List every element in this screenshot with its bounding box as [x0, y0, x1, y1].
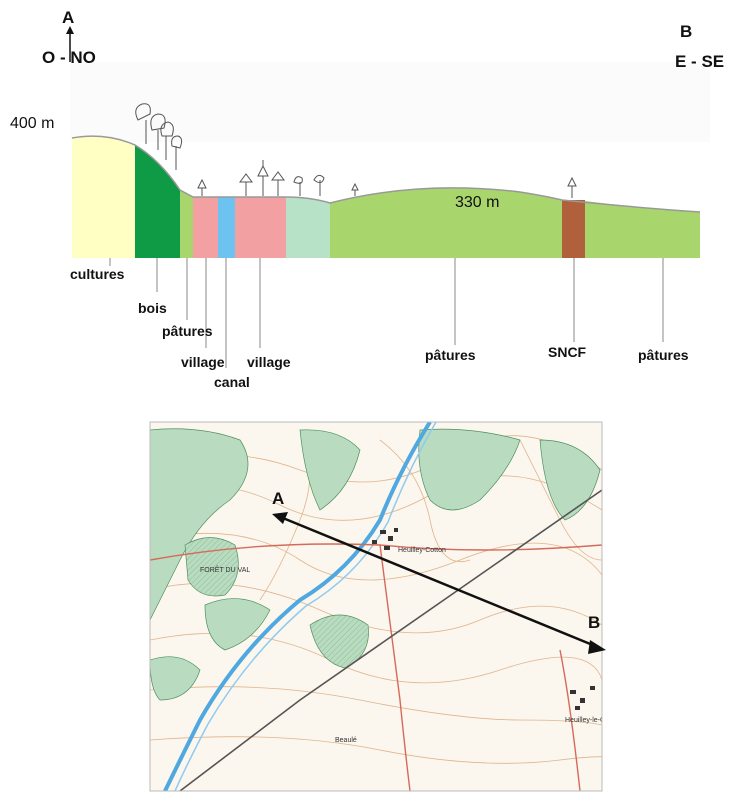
- place-foret-du-val: FORÊT DU VAL: [200, 565, 250, 574]
- zone-patures-1: [180, 190, 193, 258]
- direction-right-label: E - SE: [675, 52, 725, 71]
- zone-patures-3: [585, 201, 700, 258]
- zone-sncf: [562, 200, 585, 258]
- zone-cultures: [72, 136, 135, 258]
- profile-point-a: A: [62, 8, 75, 27]
- zone-unlabeled: [286, 197, 330, 258]
- zone-village-2: [235, 197, 286, 258]
- place-heuilley-le-grand: Heuilley-le-Grand: [565, 717, 620, 724]
- zone-label-village-1: village: [181, 354, 225, 370]
- north-arrow-icon: [66, 26, 74, 62]
- zone-label-sncf: SNCF: [548, 344, 587, 360]
- altitude-330-label: 330 m: [455, 194, 500, 211]
- zone-label-canal: canal: [214, 374, 250, 390]
- zone-canal: [218, 197, 235, 258]
- map-point-a: A: [272, 489, 285, 508]
- zone-village-1: [193, 197, 218, 258]
- altitude-400-label: 400 m: [10, 115, 55, 132]
- section-line-arrow-icon: [272, 512, 606, 654]
- zone-label-village-2: village: [247, 354, 291, 370]
- zone-label-patures-1: pâtures: [162, 323, 213, 339]
- zone-label-patures-2: pâtures: [425, 347, 476, 363]
- zone-label-cultures: cultures: [70, 266, 125, 282]
- cross-section-profile: [66, 26, 710, 368]
- place-heuilley-cotton: Heuilley-Cotton: [398, 547, 446, 554]
- direction-left-label: O - NO: [42, 48, 96, 67]
- terrain-line: [71, 135, 701, 213]
- zone-patures-2: [330, 187, 562, 258]
- profile-point-b: B: [680, 22, 693, 41]
- place-beaule: Beaulé: [335, 737, 357, 744]
- zone-label-patures-3: pâtures: [638, 347, 689, 363]
- trees-sketch-icon: [135, 103, 577, 198]
- zone-bois: [135, 145, 180, 258]
- map-point-b: B: [588, 613, 601, 632]
- zone-label-bois: bois: [138, 300, 167, 316]
